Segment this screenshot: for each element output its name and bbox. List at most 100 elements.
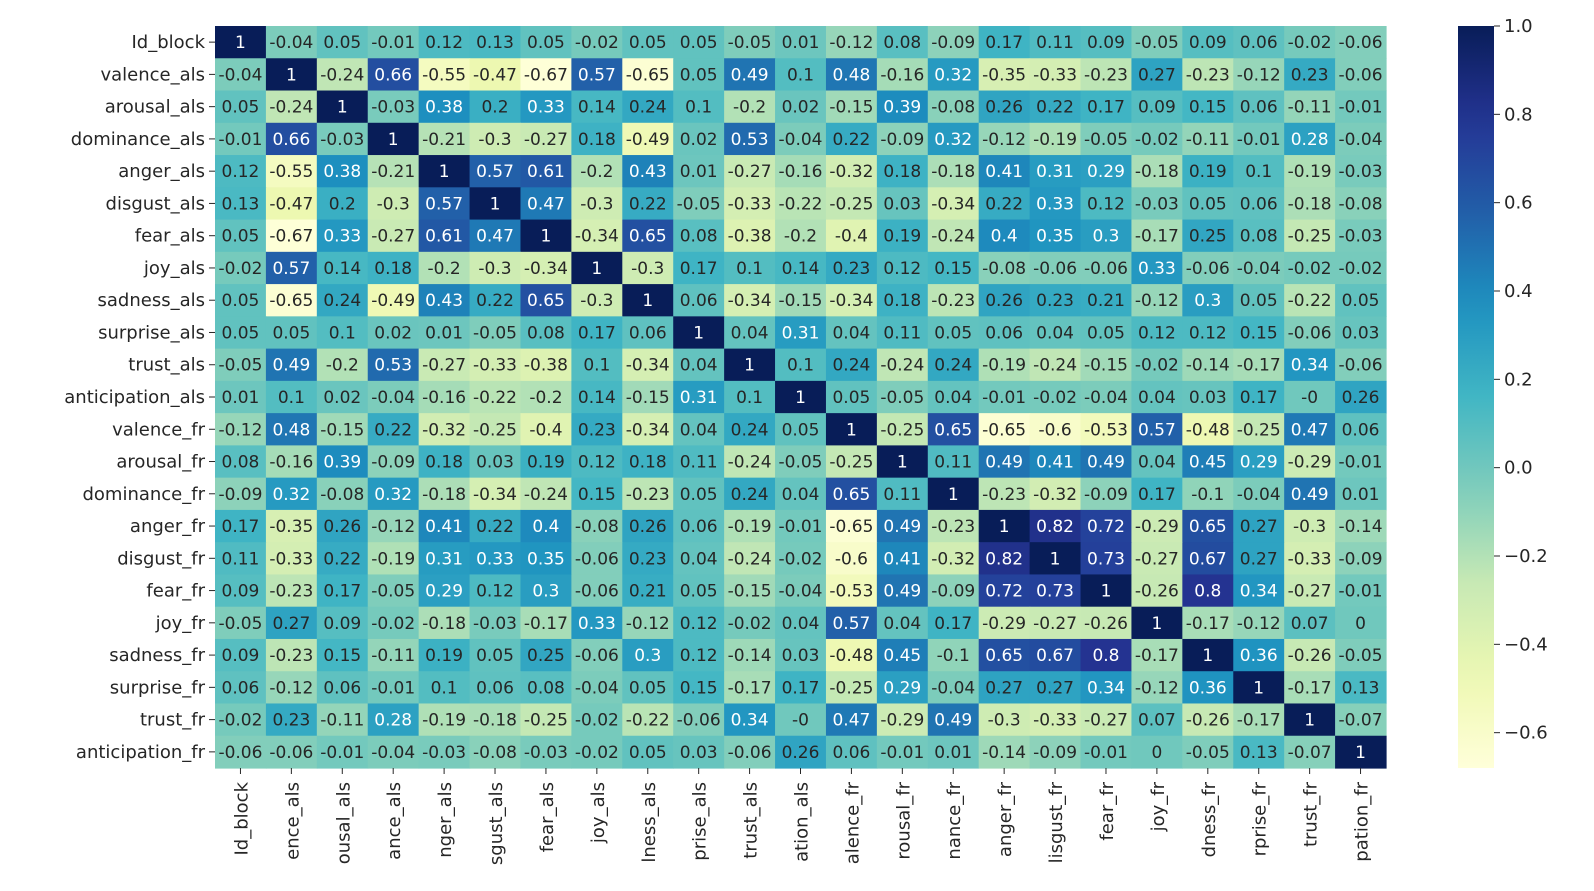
heatmap-cell: [927, 219, 980, 253]
cell-value-label: 0.07: [1291, 614, 1329, 634]
heatmap-cell: [1284, 542, 1336, 576]
heatmap-cell: [1029, 380, 1082, 414]
heatmap-cell: [876, 638, 929, 672]
cell-value-label: -0.65: [269, 291, 313, 311]
cell-value-label: 0.03: [782, 646, 820, 666]
heatmap-cell: [469, 703, 522, 737]
heatmap-cell: [622, 413, 674, 446]
cell-value-label: -0.25: [829, 194, 873, 214]
cell-value-label: 0.04: [1138, 453, 1176, 473]
heatmap-cell: [1131, 122, 1183, 156]
heatmap-cell: [265, 703, 318, 737]
y-tick-label: disgust_fr: [117, 548, 205, 569]
heatmap-cell: [469, 155, 522, 188]
cell-value-label: 0.17: [1138, 485, 1176, 505]
cell-value-label: 0.04: [1036, 323, 1074, 343]
heatmap-cell: [927, 284, 980, 317]
cell-value-label: 0.27: [1138, 65, 1176, 85]
y-tick-label: surprise_als: [98, 322, 205, 343]
cell-value-label: 0.18: [425, 453, 463, 473]
cell-value-label: -0.11: [1186, 130, 1230, 150]
cell-value-label: 0.67: [1036, 646, 1074, 666]
cell-value-label: 0.49: [272, 356, 310, 376]
cell-value-label: -0.24: [524, 485, 568, 505]
heatmap-cell: [1131, 445, 1183, 479]
cell-value-label: 0.06: [832, 743, 870, 763]
cell-value-label: 0.33: [578, 614, 616, 634]
cell-value-label: -0.27: [1288, 582, 1332, 602]
cell-value-label: 1: [337, 98, 348, 118]
cell-value-label: -0.32: [422, 420, 466, 440]
heatmap-cell: [1284, 219, 1336, 253]
heatmap-cell: [1182, 574, 1234, 608]
cell-value-label: 0.1: [787, 65, 814, 85]
heatmap-cell: [825, 703, 878, 737]
cell-value-label: 1: [642, 291, 653, 311]
cell-value-label: 0.28: [1291, 130, 1329, 150]
heatmap-cell: [215, 671, 267, 705]
cell-value-label: -0.12: [829, 33, 873, 53]
y-tick-label: valence_als: [100, 64, 205, 85]
heatmap-cell: [775, 703, 827, 737]
heatmap-cell: [1335, 413, 1387, 446]
cell-value-label: 0.01: [1342, 485, 1380, 505]
heatmap-cell: [1029, 284, 1082, 317]
heatmap-cell: [927, 703, 980, 737]
cell-value-label: 0.04: [782, 485, 820, 505]
cell-value-label: 0.22: [323, 549, 361, 569]
cell-value-label: 0.17: [985, 33, 1023, 53]
cell-value-label: 0.65: [1189, 517, 1227, 537]
heatmap-cell: [1029, 251, 1082, 285]
heatmap-cell: [418, 284, 471, 317]
heatmap-cell: [1182, 187, 1234, 221]
colorbar-tick-label: 0.0: [1504, 458, 1533, 479]
cell-value-label: -0.12: [982, 130, 1026, 150]
cell-value-label: -0.06: [728, 743, 772, 763]
heatmap-cell: [927, 606, 980, 640]
cell-value-label: 0.05: [629, 743, 667, 763]
heatmap-cell: [622, 574, 674, 608]
cell-value-label: 0.34: [1087, 678, 1125, 698]
heatmap-cell: [876, 219, 929, 253]
cell-value-label: 0.31: [680, 388, 718, 408]
cell-value-label: -0.04: [371, 743, 415, 763]
heatmap-cell: [978, 638, 1031, 672]
cell-value-label: -0.26: [1288, 646, 1332, 666]
cell-value-label: -0.04: [1237, 259, 1281, 279]
heatmap-cell: [367, 606, 420, 640]
cell-value-label: -0.01: [1339, 453, 1383, 473]
cell-value-label: 0.3: [1092, 227, 1119, 247]
heatmap-cell: [876, 155, 929, 188]
cell-value-label: 0.26: [1342, 388, 1380, 408]
heatmap-cell: [673, 316, 725, 350]
heatmap-cell: [978, 284, 1031, 317]
heatmap-cell: [571, 219, 623, 253]
heatmap-cell: [265, 58, 318, 92]
heatmap-cell: [367, 58, 420, 92]
heatmap-cell: [775, 509, 827, 543]
cell-value-label: -0: [1301, 388, 1318, 408]
heatmap-cell: [418, 703, 471, 737]
heatmap-cell: [571, 477, 623, 511]
cell-value-label: -0.05: [677, 194, 721, 214]
heatmap-cell: [1131, 155, 1183, 188]
cell-value-label: 0.03: [680, 743, 718, 763]
heatmap-cell: [724, 380, 776, 414]
cell-value-label: 0.49: [1291, 485, 1329, 505]
cell-value-label: 0.11: [883, 323, 921, 343]
heatmap-cell: [265, 26, 318, 59]
heatmap-cell: [1029, 509, 1082, 543]
cell-value-label: -0.33: [473, 356, 517, 376]
heatmap-cell: [978, 155, 1031, 188]
heatmap-cell: [673, 574, 725, 608]
cell-value-label: -0.06: [677, 711, 721, 731]
cell-value-label: 0.05: [782, 420, 820, 440]
heatmap-cell: [1335, 58, 1387, 92]
cell-value-label: -0.34: [575, 227, 619, 247]
heatmap-cell: [876, 606, 929, 640]
cell-value-label: 0.1: [329, 323, 356, 343]
heatmap-cell: [215, 735, 267, 769]
cell-value-label: 0.03: [1342, 323, 1380, 343]
heatmap-cell: [775, 574, 827, 608]
cell-value-label: 0.12: [222, 162, 260, 182]
